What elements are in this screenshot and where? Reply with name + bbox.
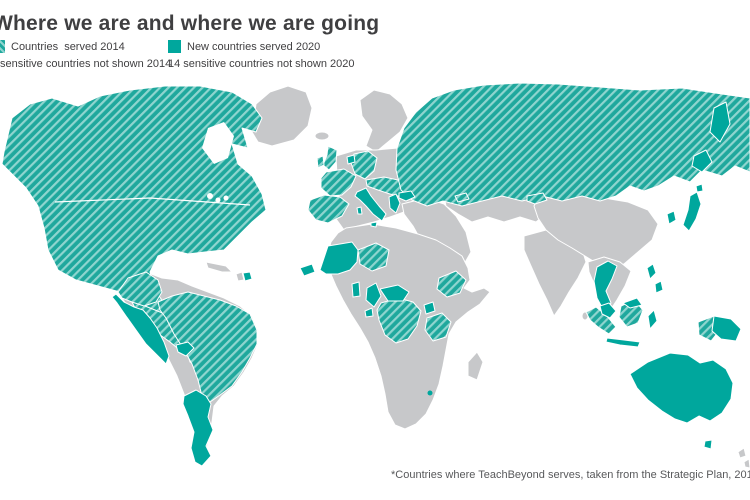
map-region-bulgaria xyxy=(398,190,416,202)
legend-note-2014: sensitive countries not shown 2014 xyxy=(0,58,172,70)
map-region-russian-far-east xyxy=(691,149,713,173)
legend-swatch-hatched-icon xyxy=(0,40,5,53)
legend-note-2020: 14 sensitive countries not shown 2020 xyxy=(168,58,355,70)
map-region-dr-congo xyxy=(376,297,422,344)
legend-swatch-solid-icon xyxy=(168,40,181,53)
legend-label-2020: New countries served 2020 xyxy=(187,40,321,53)
page-title: Where we are and where we are going xyxy=(0,12,380,35)
map-region-togo-benin xyxy=(351,281,361,298)
footnote: *Countries where TeachBeyond serves, tak… xyxy=(391,469,750,481)
map-region-caucasus xyxy=(454,192,470,203)
map-region-sardinia xyxy=(356,206,363,215)
map-region-iceland xyxy=(314,131,330,141)
map-border-canada-us xyxy=(54,197,251,206)
map-region-italy xyxy=(354,187,387,222)
legend-item-2014: Countries served 2014 xyxy=(0,40,125,53)
map-region-sicily xyxy=(370,221,378,228)
map-region-north-america xyxy=(1,85,267,353)
map-region-kyrgyzstan xyxy=(526,192,548,205)
map-region-iberia xyxy=(307,194,350,224)
map-great-lake xyxy=(223,195,229,201)
map-region-cuba xyxy=(205,261,233,273)
map-region-brazil xyxy=(157,291,258,403)
map-region-argentina xyxy=(182,389,214,467)
map-region-peru-ecuador xyxy=(111,293,170,365)
map-region-colombia xyxy=(117,271,163,307)
map-region-niger xyxy=(357,242,390,272)
map-region-germany xyxy=(350,150,378,180)
map-region-new-zealand xyxy=(737,447,747,459)
map-great-lake xyxy=(215,197,221,203)
map-region-guatemala xyxy=(175,341,195,357)
map-region-madagascar xyxy=(467,351,484,381)
map-region-dominican-republic xyxy=(242,271,253,282)
map-region-sumatra xyxy=(585,306,617,335)
map-region-haiti xyxy=(235,271,245,282)
map-region-ireland xyxy=(316,155,325,169)
legend-label-2014: Countries served 2014 xyxy=(11,40,125,53)
map-region-malaysia xyxy=(599,302,617,319)
map-region-russia xyxy=(395,82,750,207)
map-region-greenland xyxy=(251,85,313,147)
map-region-japan xyxy=(682,191,702,232)
map-region-eswatini xyxy=(427,390,433,396)
map-region-australia xyxy=(629,352,734,424)
map-region-netherlands xyxy=(346,154,356,165)
map-region-central-african-republic xyxy=(379,284,410,302)
map-region-tasmania xyxy=(703,439,713,450)
map-hudson-bay xyxy=(202,122,234,164)
map-region-philippines-south xyxy=(654,280,664,294)
map-region-tanzania xyxy=(424,312,452,342)
map-region-mali xyxy=(319,241,359,275)
map-great-lake xyxy=(207,193,213,199)
map-region-new-guinea-east xyxy=(711,315,742,342)
map-region-uk xyxy=(322,145,338,171)
map-region-kamchatka xyxy=(709,101,731,143)
map-region-france xyxy=(320,168,357,197)
world-map xyxy=(1,82,750,469)
map-region-senegal xyxy=(299,263,316,277)
map-region-thailand-laos xyxy=(593,260,618,312)
map-region-philippines-north xyxy=(646,263,657,280)
map-region-hokkaido xyxy=(695,183,704,193)
map-region-ethiopia xyxy=(436,270,467,298)
map-region-new-zealand-south xyxy=(743,458,750,469)
map-region-borneo-malaysia xyxy=(622,297,643,309)
map-region-sulawesi xyxy=(647,309,658,330)
map-region-south-korea xyxy=(666,210,677,225)
legend-item-2020: New countries served 2020 xyxy=(168,40,320,53)
map-region-cameroon xyxy=(365,282,382,308)
map-region-scandinavia xyxy=(359,89,409,153)
map-region-java xyxy=(605,337,641,348)
map-region-uganda xyxy=(423,301,436,315)
map-region-balkans xyxy=(388,193,401,214)
map-region-equatorial-guinea xyxy=(364,307,374,318)
